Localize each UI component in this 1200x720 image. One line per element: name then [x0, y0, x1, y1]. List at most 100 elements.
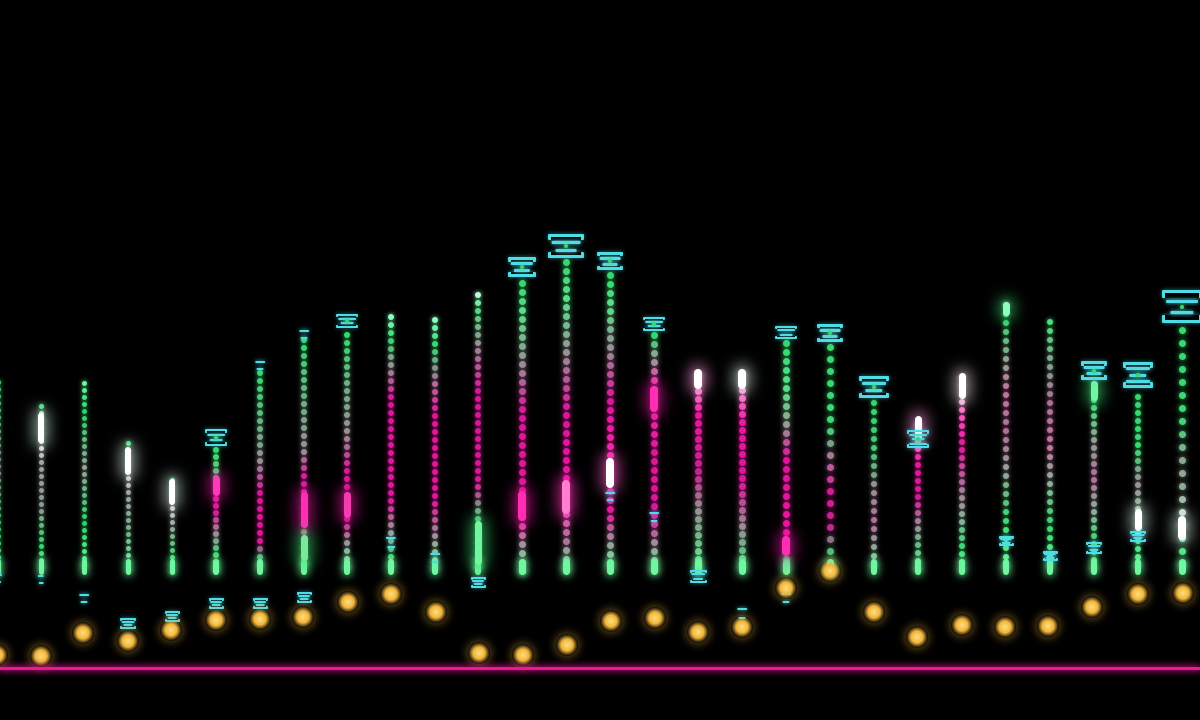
column-dot: [518, 333, 526, 341]
column-dot: [518, 342, 526, 350]
column-dot: [694, 411, 702, 419]
column-dot: [0, 540, 1, 546]
bracket-top: [998, 536, 1014, 539]
ornament-line: [779, 334, 793, 336]
ornament-line: [298, 595, 310, 597]
bracket-top: [470, 577, 486, 580]
column-dot: [1003, 428, 1009, 434]
column-dot: [81, 520, 87, 526]
column-dot: [1135, 530, 1141, 536]
column-dot: [606, 433, 614, 441]
column-dot: [606, 550, 614, 558]
column-dot: [1003, 329, 1009, 335]
column-dot: [432, 381, 438, 387]
column-dot: [432, 333, 438, 339]
column-dot: [432, 405, 438, 411]
column-glow-spot: [212, 476, 220, 496]
column-dot: [650, 358, 658, 366]
column-dot: [301, 361, 307, 367]
ground-dot: [1127, 583, 1149, 605]
ground-dot: [117, 630, 139, 652]
column-dot: [169, 505, 175, 511]
column-dot: [738, 530, 746, 538]
column-dot: [344, 412, 350, 418]
column-dot: [344, 364, 350, 370]
column-bottom-glow: [125, 559, 131, 575]
column-dot: [959, 535, 965, 541]
column-dot: [738, 482, 746, 490]
column-dot: [650, 466, 658, 474]
ornament-line: [551, 241, 581, 244]
column-dot: [606, 334, 614, 342]
column-dot: [826, 391, 834, 399]
column-dot: [1178, 365, 1186, 373]
column-dot: [81, 443, 87, 449]
column-dot: [432, 509, 438, 515]
column-dot: [606, 505, 614, 513]
column-dot: [81, 408, 87, 414]
column-dot: [1003, 464, 1009, 470]
column-dot: [388, 434, 394, 440]
ground-dot: [731, 616, 753, 638]
column-bottom-glow: [1135, 559, 1141, 575]
column-dot: [915, 526, 921, 532]
bracket-top: [252, 598, 268, 601]
column-dot: [344, 332, 350, 338]
column-bottom-glow: [301, 559, 307, 575]
column-dot: [826, 451, 834, 459]
column-dot: [650, 511, 658, 519]
column-dot: [871, 445, 877, 451]
column-dot: [782, 411, 790, 419]
column-dot: [694, 499, 702, 507]
column-dot: [1003, 356, 1009, 362]
column-dot: [606, 298, 614, 306]
column-dot: [518, 279, 526, 287]
column-dot: [959, 551, 965, 557]
ornament-line: [0, 574, 2, 576]
ground-dot: [863, 601, 885, 623]
bracket-ornament-icon: [385, 537, 398, 548]
column-dot: [694, 475, 702, 483]
column-dot: [257, 522, 263, 528]
ground-dot: [160, 619, 182, 641]
bracket-bottom: [205, 442, 227, 446]
column-dot: [1135, 410, 1141, 416]
column-dot: [81, 464, 87, 470]
column-dot: [344, 348, 350, 354]
column-dot: [344, 484, 350, 490]
column-dot: [650, 493, 658, 501]
column-dot: [826, 403, 834, 411]
ground-dot: [468, 642, 490, 664]
column-dot: [1178, 339, 1186, 347]
column-dot: [606, 397, 614, 405]
column-dot: [915, 454, 921, 460]
ornament-line: [1126, 367, 1150, 370]
column-dot: [1003, 410, 1009, 416]
bracket-bottom: [296, 600, 312, 603]
column-dot: [650, 502, 658, 510]
column-dot: [432, 477, 438, 483]
column-dot: [38, 459, 44, 465]
column-dot: [38, 543, 44, 549]
column-dot: [125, 538, 131, 544]
column-dot: [257, 386, 263, 392]
ornament-line: [430, 553, 440, 555]
column-dot: [606, 388, 614, 396]
column-dot: [0, 512, 1, 518]
column-dot: [344, 468, 350, 474]
column-dot: [81, 436, 87, 442]
bracket-bottom: [643, 328, 665, 331]
column-dot: [432, 317, 438, 323]
ornament-line: [210, 601, 222, 603]
column-bottom-glow: [1047, 559, 1053, 575]
column-dot: [782, 384, 790, 392]
column-dot: [694, 531, 702, 539]
column-dot: [738, 386, 746, 394]
column-dot: [650, 448, 658, 456]
column-glow-spot: [782, 536, 790, 556]
column-dot: [344, 516, 350, 522]
column-dot: [650, 475, 658, 483]
column-dot: [562, 393, 570, 401]
column-dot: [257, 490, 263, 496]
column-dot: [81, 548, 87, 554]
